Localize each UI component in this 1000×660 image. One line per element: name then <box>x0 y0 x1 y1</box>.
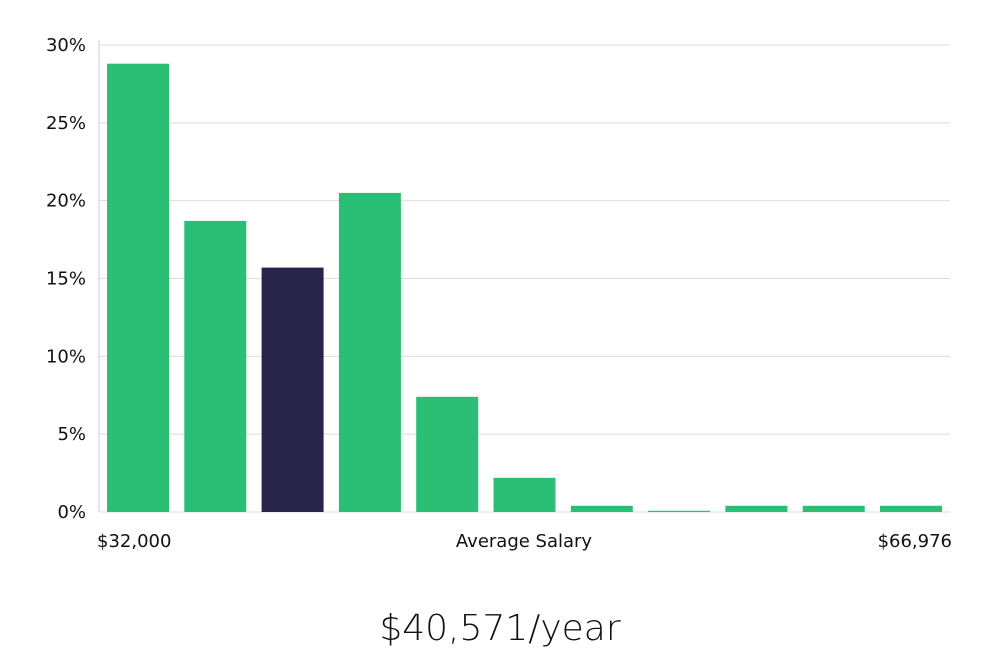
bar <box>802 505 865 512</box>
y-tick-label: 15% <box>46 269 86 290</box>
x-max-label: $66,976 <box>878 531 952 552</box>
bar <box>416 396 479 512</box>
x-axis-label: Average Salary <box>456 531 593 552</box>
bar <box>107 63 169 512</box>
bar <box>880 505 942 512</box>
x-min-label: $32,000 <box>97 531 171 552</box>
y-tick-label: 25% <box>46 113 86 134</box>
bar <box>338 192 401 512</box>
bar-highlighted <box>261 267 324 512</box>
y-tick-label: 0% <box>57 502 86 523</box>
bar <box>493 477 556 512</box>
y-tick-label: 5% <box>57 424 86 445</box>
y-tick-label: 30% <box>46 35 86 56</box>
y-tick-label: 20% <box>46 191 86 212</box>
bars <box>107 63 942 512</box>
bar <box>725 505 788 512</box>
y-axis-ticks: 0% 5% 10% 15% 20% 25% 30% <box>46 35 86 523</box>
y-tick-label: 10% <box>46 346 86 367</box>
bar <box>648 510 711 512</box>
average-salary-value: $40,571/year <box>379 608 621 649</box>
bar <box>184 220 247 512</box>
bar <box>570 505 633 512</box>
